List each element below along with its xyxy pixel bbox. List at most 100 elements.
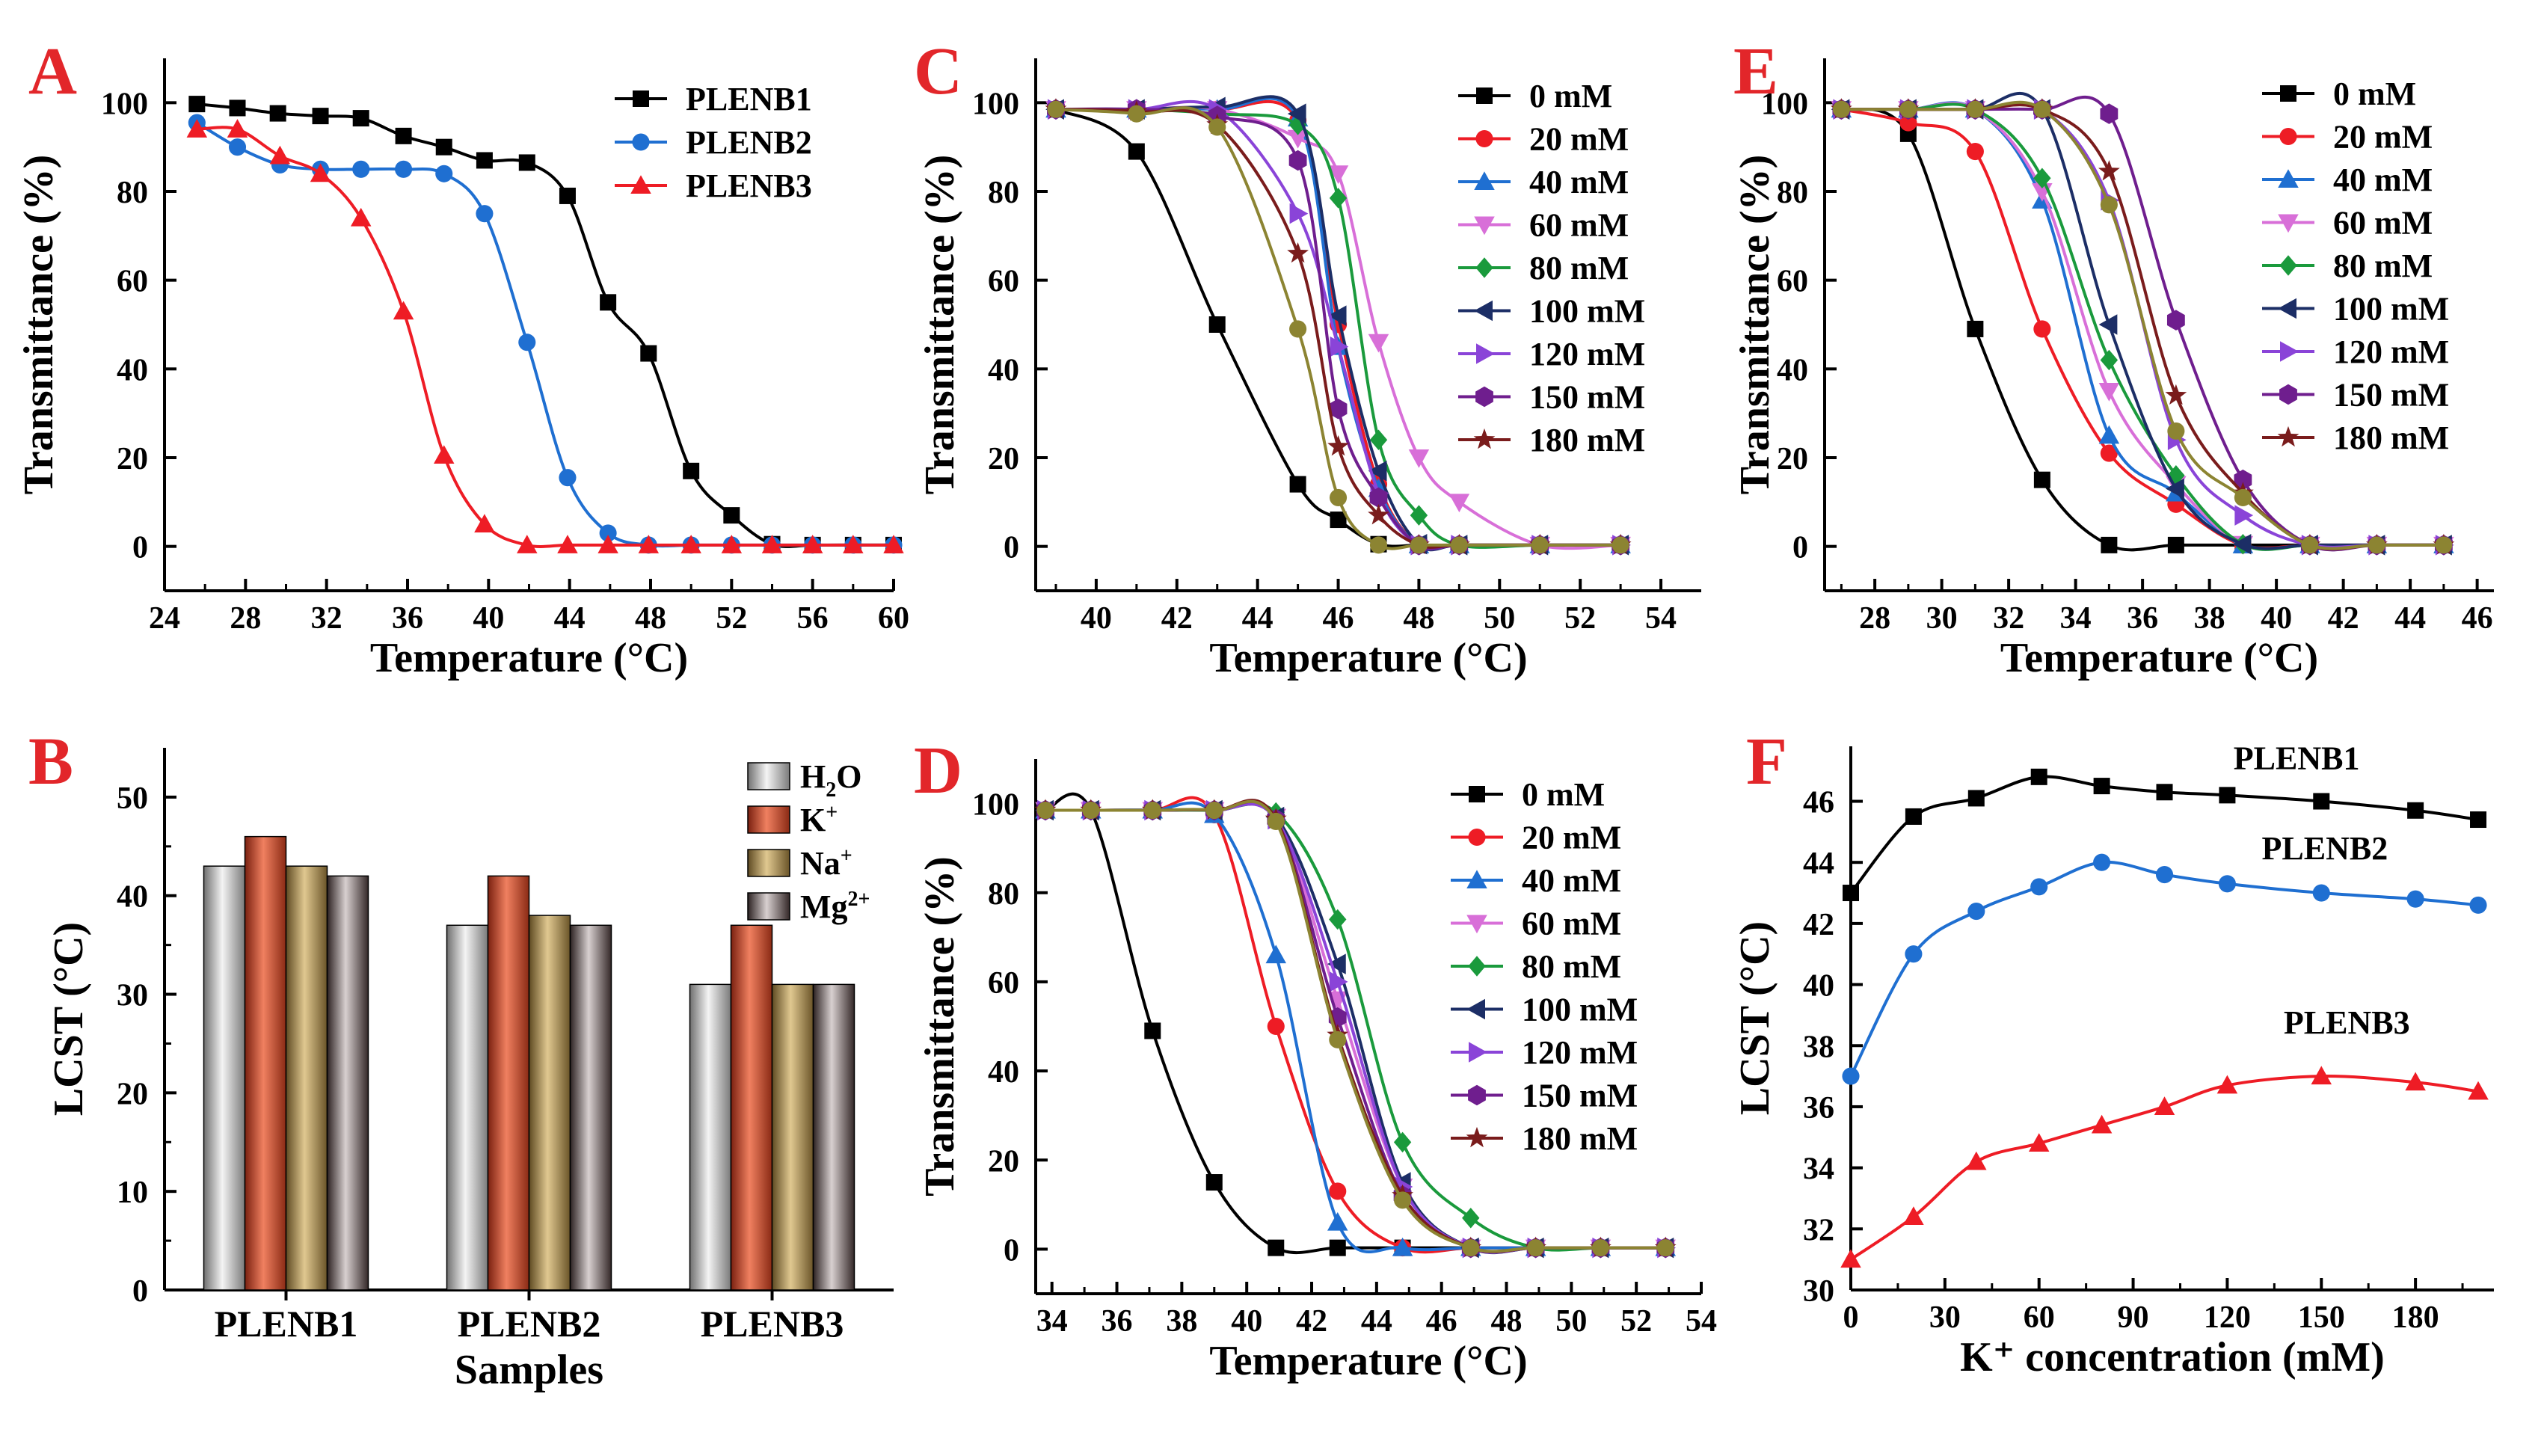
panel-b: 0 10 20 30 40 50 PLENB1 PLENB2 PLENB3 Samples LCST… bbox=[28, 725, 894, 1393]
y-tick-label: 100 bbox=[972, 788, 1019, 823]
legend-swatch bbox=[747, 805, 790, 834]
data-point bbox=[2091, 1114, 2113, 1134]
x-tick-label: 54 bbox=[1645, 601, 1677, 636]
data-point bbox=[352, 160, 370, 178]
legend-marker bbox=[1473, 428, 1496, 449]
x-tick-label: 40 bbox=[473, 601, 504, 636]
data-point bbox=[1899, 114, 1917, 132]
data-point bbox=[228, 138, 247, 156]
legend: PLENB1 PLENB2 PLENB3 bbox=[615, 81, 812, 204]
x-tick-label: 30 bbox=[1929, 1300, 1961, 1335]
legend-label: H2O bbox=[800, 758, 861, 802]
x-tick-label: 54 bbox=[1686, 1304, 1717, 1339]
data-point bbox=[2098, 314, 2118, 335]
legend-marker bbox=[1475, 257, 1493, 278]
legend-label-superscript: 2+ bbox=[848, 888, 870, 911]
panel-letter: C bbox=[914, 34, 962, 108]
data-point bbox=[2234, 469, 2252, 491]
data-point bbox=[435, 138, 452, 156]
data-point bbox=[1329, 971, 1348, 992]
data-point bbox=[2166, 310, 2185, 331]
series-plenb1 bbox=[1843, 768, 2487, 902]
legend-marker bbox=[632, 133, 650, 151]
legend-label: 150 mM bbox=[2333, 377, 2449, 414]
legend-swatch bbox=[747, 762, 790, 790]
series-line bbox=[1849, 775, 2479, 894]
data-point bbox=[2167, 536, 2184, 553]
data-point bbox=[1128, 105, 1146, 123]
data-point bbox=[395, 127, 412, 144]
data-point bbox=[2406, 890, 2424, 908]
data-point bbox=[2216, 1075, 2238, 1094]
data-point bbox=[2313, 793, 2330, 810]
data-point bbox=[1289, 476, 1306, 493]
legend-marker bbox=[1466, 1126, 1488, 1148]
legend-marker bbox=[2278, 169, 2299, 188]
data-point bbox=[1143, 801, 1161, 820]
x-tick-label: 36 bbox=[392, 601, 423, 636]
data-point bbox=[2033, 471, 2050, 488]
data-point bbox=[1966, 143, 1984, 161]
bar bbox=[812, 983, 855, 1291]
x-tick-label: 40 bbox=[1231, 1304, 1262, 1339]
data-point bbox=[2219, 787, 2236, 804]
data-point bbox=[2030, 878, 2048, 896]
data-point bbox=[2407, 802, 2424, 819]
data-point bbox=[435, 165, 453, 182]
legend-label: 60 mM bbox=[1529, 207, 1629, 244]
y-tick-label: 0 bbox=[1004, 1233, 1019, 1268]
series-plenb2 bbox=[1842, 853, 2487, 1085]
x-tick-label: 32 bbox=[311, 601, 342, 636]
y-tick-label: 80 bbox=[1777, 176, 1808, 210]
y-tick-label: 44 bbox=[1803, 847, 1834, 881]
data-point bbox=[2101, 536, 2118, 553]
data-point bbox=[1327, 1211, 1348, 1231]
x-tick-label: 28 bbox=[1859, 601, 1890, 636]
data-point bbox=[2093, 853, 2111, 871]
data-point bbox=[1369, 536, 1388, 554]
bar bbox=[446, 924, 489, 1291]
panel-letter: A bbox=[28, 34, 77, 108]
data-point bbox=[1394, 1191, 1412, 1209]
x-tick-label: 46 bbox=[1426, 1304, 1457, 1339]
data-point bbox=[2165, 384, 2187, 405]
data-point bbox=[1408, 449, 1430, 468]
data-point bbox=[1392, 1237, 1413, 1256]
series-plenb3 bbox=[1840, 1066, 2489, 1268]
panel-letter: E bbox=[1733, 34, 1778, 108]
x-tick-label: 36 bbox=[1102, 1304, 1133, 1339]
legend-marker bbox=[2279, 127, 2297, 146]
y-tick-label: 100 bbox=[1761, 87, 1808, 121]
data-point bbox=[2234, 488, 2252, 506]
y-tick-label: 42 bbox=[1803, 908, 1834, 942]
data-point bbox=[640, 345, 657, 362]
data-point bbox=[2468, 1081, 2489, 1100]
data-point bbox=[559, 187, 576, 204]
bar bbox=[326, 875, 369, 1291]
data-point bbox=[2301, 536, 2319, 554]
x-tick-label: 48 bbox=[635, 601, 666, 636]
legend-marker bbox=[2280, 341, 2299, 362]
panel-a: 0 20 40 60 80 100 24 28 32 36 40 44 48 52 56 60 Temperat… bbox=[16, 34, 909, 681]
data-point bbox=[1843, 885, 1859, 902]
panel-letter: D bbox=[914, 734, 962, 808]
legend: 0 mM 20 mM 40 mM 60 mM 80 mM 100 mM 120 mM 150 … bbox=[1458, 78, 1645, 458]
y-tick-label: 0 bbox=[1792, 531, 1808, 565]
data-point bbox=[761, 535, 783, 553]
data-point bbox=[1330, 512, 1347, 529]
x-tick-label: 48 bbox=[1491, 1304, 1523, 1339]
x-tick-label: 56 bbox=[797, 601, 829, 636]
data-point bbox=[2154, 1096, 2175, 1115]
data-point bbox=[680, 535, 701, 553]
x-tick-label: 34 bbox=[2060, 601, 2092, 636]
x-tick-label: 42 bbox=[1161, 601, 1193, 636]
legend-label: 100 mM bbox=[1522, 992, 1638, 1028]
panel-e: 0 20 40 60 80 100 28 30 32 34 36 38 40 42 44 46 Temperat… bbox=[1732, 34, 2494, 681]
data-point bbox=[1329, 1239, 1346, 1256]
data-point bbox=[1842, 1067, 1860, 1085]
data-point bbox=[1327, 435, 1349, 456]
y-tick-label: 0 bbox=[132, 1274, 148, 1309]
x-tick-label: PLENB1 bbox=[215, 1303, 358, 1345]
data-point bbox=[802, 535, 823, 553]
